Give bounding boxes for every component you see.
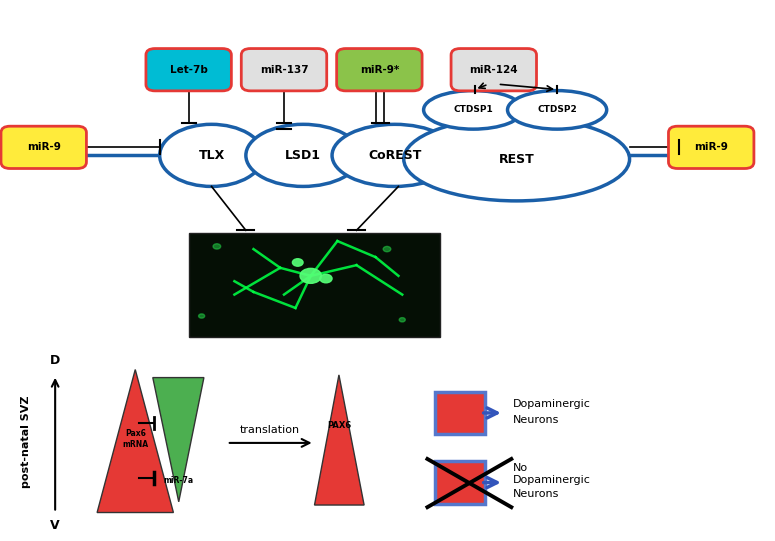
Text: translation: translation	[240, 425, 301, 435]
Text: Pax6
mRNA: Pax6 mRNA	[122, 430, 148, 449]
Text: CTDSP1: CTDSP1	[453, 105, 493, 114]
Circle shape	[300, 268, 322, 283]
Text: LSD1: LSD1	[285, 149, 321, 162]
Text: D: D	[50, 354, 60, 367]
Text: post-natal SVZ: post-natal SVZ	[21, 395, 31, 488]
Circle shape	[383, 246, 391, 252]
Circle shape	[198, 314, 205, 318]
Text: Neurons: Neurons	[513, 489, 560, 499]
Polygon shape	[315, 375, 364, 505]
FancyBboxPatch shape	[451, 49, 536, 91]
Text: Let-7b: Let-7b	[170, 65, 208, 75]
Text: miR-9*: miR-9*	[360, 65, 399, 75]
FancyBboxPatch shape	[435, 392, 485, 434]
Circle shape	[399, 318, 405, 322]
Ellipse shape	[508, 90, 607, 129]
Ellipse shape	[404, 117, 629, 201]
FancyBboxPatch shape	[1, 126, 87, 168]
Text: Neurons: Neurons	[513, 415, 560, 425]
Ellipse shape	[332, 124, 457, 187]
FancyBboxPatch shape	[435, 461, 485, 504]
Circle shape	[213, 244, 221, 249]
Text: PAX6: PAX6	[327, 421, 351, 430]
FancyBboxPatch shape	[188, 233, 440, 338]
Text: Dopaminergic: Dopaminergic	[513, 399, 591, 410]
FancyBboxPatch shape	[336, 49, 422, 91]
Ellipse shape	[424, 90, 523, 129]
Text: REST: REST	[499, 153, 535, 166]
Text: V: V	[50, 519, 60, 532]
Text: CTDSP2: CTDSP2	[537, 105, 577, 114]
Text: No: No	[513, 463, 528, 472]
FancyBboxPatch shape	[241, 49, 327, 91]
Polygon shape	[153, 378, 204, 502]
Text: CoREST: CoREST	[368, 149, 422, 162]
Text: miR-9: miR-9	[694, 142, 728, 153]
Circle shape	[320, 274, 332, 283]
Polygon shape	[97, 370, 174, 512]
Text: miR-7a: miR-7a	[164, 476, 194, 485]
Circle shape	[292, 259, 303, 266]
Text: TLX: TLX	[198, 149, 225, 162]
Ellipse shape	[160, 124, 264, 187]
FancyBboxPatch shape	[146, 49, 232, 91]
FancyBboxPatch shape	[669, 126, 754, 168]
Ellipse shape	[246, 124, 360, 187]
Text: miR-137: miR-137	[260, 65, 308, 75]
Text: miR-9: miR-9	[27, 142, 60, 153]
Text: Dopaminergic: Dopaminergic	[513, 476, 591, 485]
Text: miR-124: miR-124	[470, 65, 518, 75]
